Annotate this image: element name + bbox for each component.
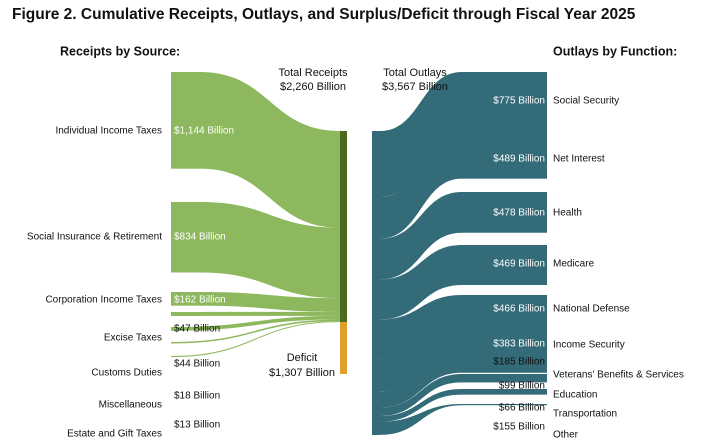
outlay-flow-transportation — [380, 389, 462, 422]
outlay-band-medicare — [461, 245, 547, 285]
receipt-source-label: Estate and Gift Taxes — [67, 429, 162, 440]
outlay-band-other — [461, 404, 547, 406]
outlay-value-label: $478 Billion — [493, 208, 545, 219]
receipt-source-label: Excise Taxes — [104, 333, 162, 344]
outlay-band-health — [461, 192, 547, 233]
total-receipts-bar — [340, 131, 347, 322]
receipt-source-label: Social Insurance & Retirement — [27, 232, 162, 243]
outlay-function-label: Medicare — [553, 259, 595, 270]
outlay-value-label: $155 Billion — [493, 422, 545, 433]
outlay-value-label: $383 Billion — [493, 339, 545, 350]
receipt-source-label: Corporation Income Taxes — [45, 295, 162, 306]
receipt-value-label: $13 Billion — [174, 420, 220, 431]
receipt-flow-corporation-income-taxes — [200, 292, 340, 312]
deficit-value: $1,307 Billion — [269, 367, 335, 379]
outlay-flow-net-interest — [380, 137, 462, 239]
outlay-function-label: Education — [553, 390, 597, 401]
receipt-band-individual-income-taxes — [171, 72, 201, 169]
outlay-band-veterans-benefits-services — [461, 357, 547, 373]
receipt-value-label: $162 Billion — [174, 295, 226, 306]
total-outlays-value: $3,567 Billion — [382, 81, 448, 93]
outlay-function-label: Other — [553, 430, 579, 441]
receipt-flow-individual-income-taxes — [200, 72, 340, 228]
outlay-band-transportation — [461, 389, 547, 395]
outlay-flow-health — [380, 192, 462, 280]
receipt-value-label: $44 Billion — [174, 359, 220, 370]
total-receipts-label: Total Receipts — [278, 67, 348, 79]
outlay-function-label: Health — [553, 208, 582, 219]
outlay-flow-education — [380, 374, 462, 416]
outlay-band-national-defense — [461, 295, 547, 335]
figure-title: Figure 2. Cumulative Receipts, Outlays, … — [12, 6, 636, 23]
receipt-flow-estate-and-gift-taxes — [171, 321, 340, 358]
total-outlays-label: Total Outlays — [383, 67, 447, 79]
outlay-flow-veterans-benefits-services — [380, 357, 462, 408]
receipt-value-label: $47 Billion — [174, 324, 220, 335]
outlay-function-label: Veterans' Benefits & Services — [553, 370, 684, 381]
receipt-band-social-insurance-retirement — [171, 202, 201, 273]
outlay-value-label: $775 Billion — [493, 96, 545, 107]
receipt-source-label: Miscellaneous — [99, 400, 162, 411]
receipt-flow-miscellaneous — [171, 319, 340, 344]
outlay-value-label: $466 Billion — [493, 304, 545, 315]
outlay-flow-national-defense — [380, 295, 462, 360]
receipt-value-label: $18 Billion — [174, 391, 220, 402]
receipts-heading: Receipts by Source: — [60, 44, 180, 58]
outlay-band-social-security — [461, 72, 547, 139]
receipt-flow-customs-duties — [171, 315, 340, 331]
receipt-source-label: Individual Income Taxes — [55, 126, 162, 137]
outlay-value-label: $185 Billion — [493, 357, 545, 368]
receipt-value-label: $1,144 Billion — [174, 126, 234, 137]
outlay-flow-income-security — [380, 333, 462, 392]
outlay-function-label: Net Interest — [553, 154, 605, 165]
receipt-flows — [171, 72, 340, 358]
receipt-band-corporation-income-taxes — [171, 292, 201, 306]
receipt-flow-social-insurance-retirement — [200, 202, 340, 299]
outlay-value-label: $66 Billion — [499, 403, 545, 414]
outlay-function-label: Income Security — [553, 340, 625, 351]
receipt-value-label: $834 Billion — [174, 232, 226, 243]
outlay-value-label: $99 Billion — [499, 381, 545, 392]
deficit-bar — [340, 322, 347, 374]
outlay-flows — [380, 72, 547, 435]
outlay-function-label: National Defense — [553, 304, 630, 315]
receipt-source-label: Customs Duties — [91, 368, 162, 379]
outlay-flow-social-security — [380, 72, 462, 198]
outlay-value-label: $469 Billion — [493, 259, 545, 270]
outlay-band-net-interest — [461, 137, 547, 179]
deficit-label: Deficit — [287, 352, 318, 364]
outlay-flow-medicare — [380, 245, 462, 320]
outlay-flow-other — [380, 404, 462, 435]
outlays-heading: Outlays by Function: — [553, 44, 677, 58]
total-bars — [340, 131, 380, 435]
total-outlays-bar — [372, 131, 380, 435]
outlay-band-education — [461, 374, 547, 383]
outlay-function-label: Transportation — [553, 409, 617, 420]
total-receipts-value: $2,260 Billion — [280, 81, 346, 93]
chart-labels: Individual Income Taxes $1,144 Billion Soc… — [27, 44, 684, 440]
outlay-value-label: $489 Billion — [493, 154, 545, 165]
outlay-function-label: Social Security — [553, 96, 619, 107]
receipt-flow-excise-taxes — [171, 311, 340, 316]
